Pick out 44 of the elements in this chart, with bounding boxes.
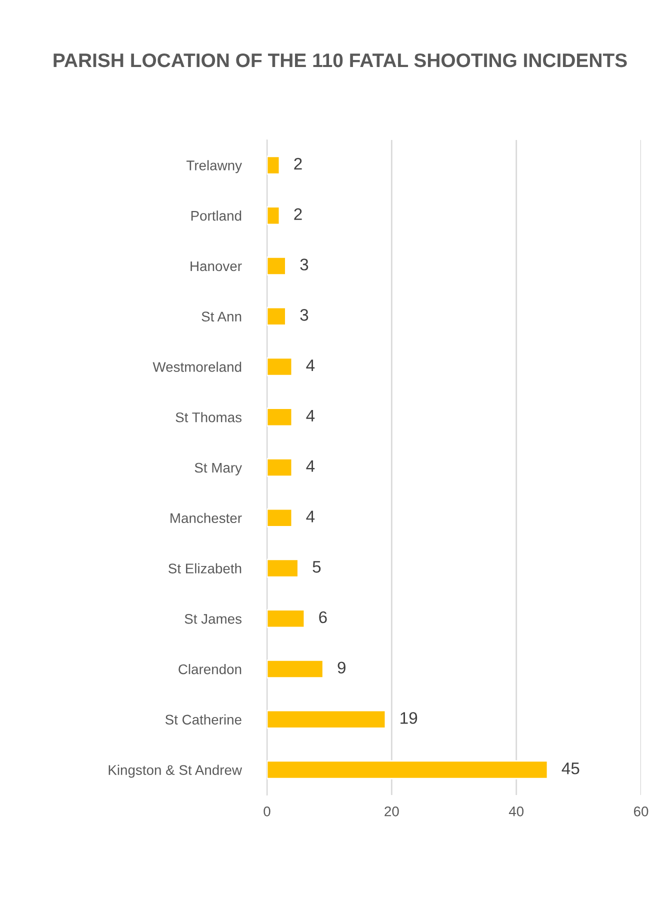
bar (267, 508, 293, 528)
y-tick-label: Portland (191, 210, 242, 221)
y-tick-label: St James (184, 614, 242, 624)
data-label: 45 (562, 762, 580, 774)
bar (267, 710, 386, 729)
y-tick-label: St Ann (202, 312, 242, 322)
data-label: 19 (400, 712, 418, 724)
y-tick-label: Kingston & St Andrew (108, 764, 242, 778)
y-tick-label: St Catherine (165, 714, 242, 725)
bar (267, 558, 299, 578)
y-tick-label: St Thomas (176, 412, 242, 422)
data-label: 5 (312, 561, 321, 573)
bar (267, 408, 293, 427)
data-label: 4 (306, 360, 315, 372)
x-tick-label: 60 (634, 806, 648, 816)
y-tick-label: Manchester (170, 512, 242, 524)
data-label: 4 (306, 510, 315, 522)
data-label: 4 (306, 460, 315, 472)
data-label: 4 (306, 410, 315, 422)
bar (267, 206, 280, 226)
data-label: 2 (294, 208, 302, 220)
bar (267, 609, 306, 628)
y-tick-label: Westmoreland (152, 362, 242, 372)
bar (267, 458, 293, 478)
x-tick-label: 40 (508, 806, 524, 816)
x-tick-label: 0 (264, 806, 270, 816)
bar (267, 256, 286, 276)
data-label: 2 (294, 158, 302, 170)
y-tick-label: Hanover (190, 261, 242, 272)
y-tick-label: St Elizabeth (168, 563, 242, 574)
y-tick-label: Trelawny (186, 160, 242, 174)
bar (267, 357, 293, 376)
data-label: 6 (319, 611, 327, 624)
bar (267, 760, 548, 780)
bar (267, 660, 324, 679)
data-label: 3 (300, 309, 308, 321)
data-label: 3 (300, 258, 308, 270)
x-tick-label: 20 (384, 806, 399, 816)
bar (267, 156, 280, 175)
y-tick-label: Clarendon (178, 664, 242, 674)
chart-title: PARISH LOCATION OF THE 110 FATAL SHOOTING INCIDENTS (54, 53, 627, 68)
y-tick-label: St Mary (194, 462, 242, 476)
data-label: 9 (338, 662, 346, 674)
bar (267, 306, 286, 326)
